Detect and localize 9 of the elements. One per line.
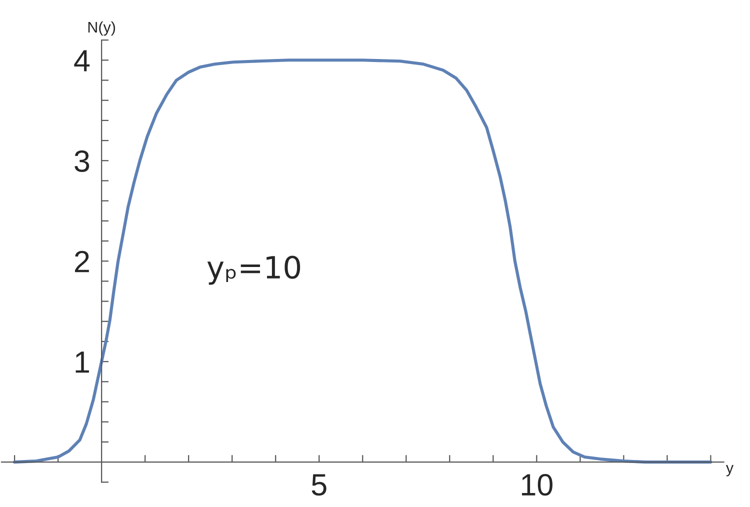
y-tick-label: 1 <box>76 352 89 373</box>
y-tick-label: 4 <box>74 50 90 72</box>
y-tick-label: 3 <box>74 150 90 172</box>
y-tick-label: 2 <box>75 250 89 272</box>
y-axis-title: N(y) <box>88 21 116 36</box>
annotation: yₚ=10 <box>207 256 300 285</box>
x-axis-title: y <box>726 465 734 476</box>
x-tick-label: 5 <box>312 474 326 496</box>
x-tick-label: 10 <box>522 474 552 496</box>
